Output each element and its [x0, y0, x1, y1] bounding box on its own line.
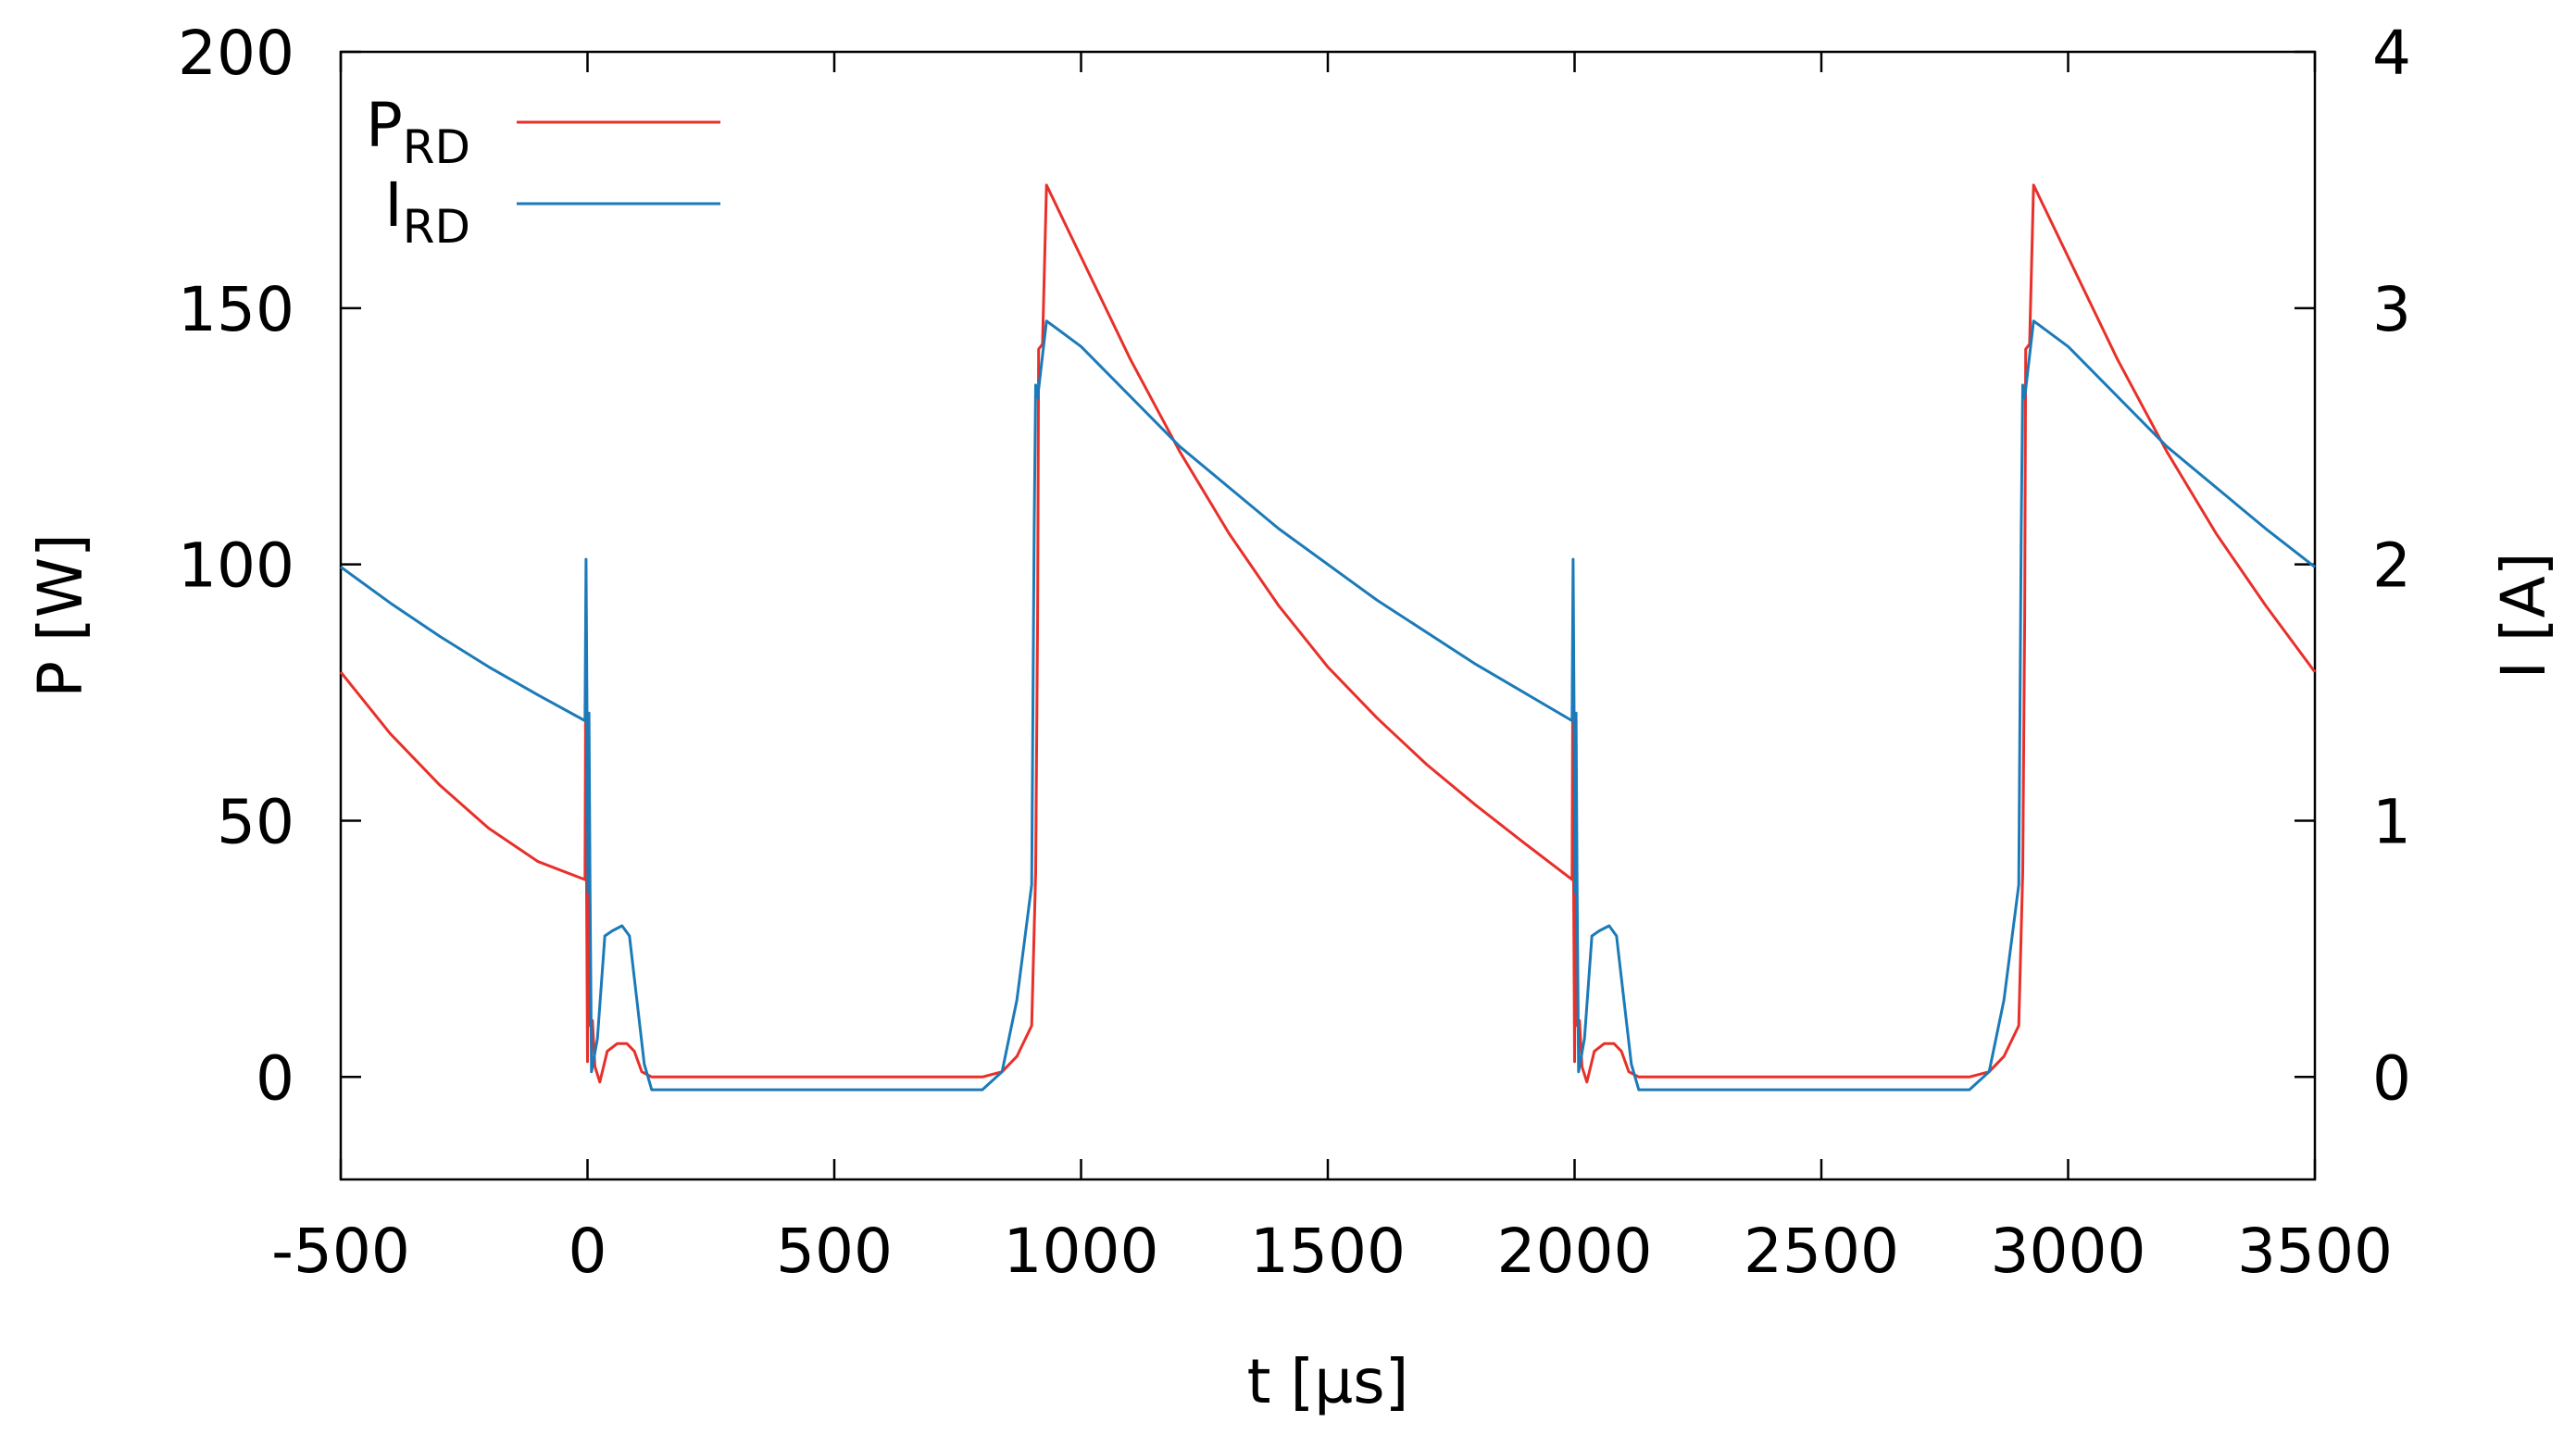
legend-label-i-sub: RD — [403, 200, 470, 254]
y-left-tick-label: 0 — [256, 1042, 294, 1114]
legend-label-p: PRD — [366, 90, 470, 174]
y-left-tick-label: 100 — [178, 530, 294, 602]
series-line-p-rd — [339, 183, 2317, 1084]
series-group — [339, 183, 2317, 1091]
ticks — [339, 50, 2317, 1179]
y-left-tick-label: 150 — [178, 274, 294, 345]
y-right-tick-label: 4 — [2372, 18, 2411, 89]
x-tick-label: -500 — [271, 1216, 410, 1287]
y-axis-right-label: I [A] — [2488, 552, 2559, 679]
x-tick-label: 3500 — [2237, 1216, 2393, 1287]
x-tick-label: 3000 — [1991, 1216, 2146, 1287]
series-line-i-rd — [340, 319, 2316, 1091]
legend-label-i: IRD — [384, 169, 470, 254]
legend-label-i-main: I — [384, 169, 402, 241]
legend-label-p-sub: RD — [403, 120, 470, 174]
y-right-tick-label: 2 — [2372, 530, 2411, 602]
y-axis-left-label: P [W] — [25, 533, 96, 698]
x-tick-label: 1500 — [1250, 1216, 1406, 1287]
legend-label-p-main: P — [366, 90, 403, 161]
y-left-tick-label: 200 — [178, 18, 294, 89]
x-tick-label: 2000 — [1497, 1216, 1653, 1287]
x-tick-label: 1000 — [1004, 1216, 1159, 1287]
y-right-tick-label: 3 — [2372, 274, 2411, 345]
x-tick-label: 500 — [776, 1216, 893, 1287]
x-tick-label: 0 — [569, 1216, 607, 1287]
y-left-tick-label: 50 — [217, 786, 294, 857]
y-right-tick-label: 0 — [2372, 1042, 2411, 1114]
y-right-tick-label: 1 — [2372, 786, 2411, 857]
x-tick-label: 2500 — [1744, 1216, 1899, 1287]
x-axis-label: t [µs] — [1247, 1346, 1409, 1417]
tick-labels: -500 0 500 1000 1500 2000 2500 3000 350005010015… — [178, 18, 2411, 1287]
legend: PRD IRD — [366, 90, 720, 254]
